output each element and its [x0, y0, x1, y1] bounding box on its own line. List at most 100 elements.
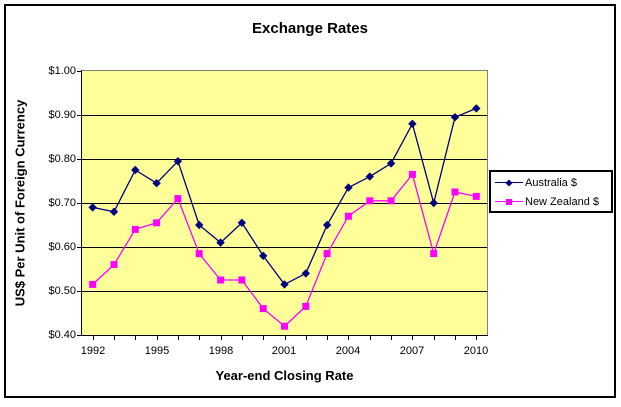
diamond-marker-icon	[429, 198, 438, 208]
diamond-marker-icon	[280, 280, 289, 289]
diamond-marker-icon	[131, 165, 140, 175]
diamond-marker-icon	[152, 179, 161, 188]
y-tick-label: $1.00	[48, 65, 76, 77]
x-axis-tick	[455, 336, 456, 340]
diamond-marker-icon	[386, 159, 396, 168]
y-axis-line	[81, 70, 82, 336]
diamond-marker-icon	[216, 238, 225, 247]
square-marker-icon	[174, 195, 182, 203]
x-axis-tick	[434, 336, 435, 340]
x-axis-tick	[135, 336, 136, 340]
y-axis-tick	[77, 71, 81, 72]
square-marker-icon	[344, 212, 352, 220]
series-line-new-zealand	[92, 172, 477, 328]
x-tick-label: 2001	[271, 345, 297, 357]
square-marker-icon	[451, 188, 459, 196]
square-marker-icon	[131, 225, 139, 233]
x-axis-ticks	[82, 336, 487, 341]
y-axis-tick	[77, 159, 81, 160]
gridline-0.90	[82, 115, 487, 116]
x-axis-tick	[348, 336, 349, 340]
x-tick-label: 2004	[335, 345, 361, 357]
x-axis-tick	[327, 336, 328, 340]
x-axis-tick	[178, 336, 179, 340]
x-axis-tick	[221, 336, 222, 340]
square-marker-icon	[408, 170, 416, 178]
y-tick-label: $0.70	[48, 197, 76, 209]
x-axis-tick	[306, 336, 307, 340]
square-marker-icon	[472, 192, 480, 200]
x-tick-label: 1995	[144, 345, 170, 357]
y-axis-tick	[77, 335, 81, 336]
x-tick-label: 1992	[80, 345, 106, 357]
gridline-0.80	[82, 159, 487, 160]
y-axis-tick	[77, 115, 81, 116]
diamond-marker-icon	[173, 157, 183, 166]
x-axis-tick	[391, 336, 392, 340]
y-axis-tick	[77, 247, 81, 248]
diamond-marker-icon	[237, 218, 247, 227]
x-axis-tick	[263, 336, 264, 340]
x-tick-label: 2007	[399, 345, 425, 357]
y-tick-label: $0.80	[48, 153, 76, 165]
y-tick-label: $0.60	[48, 241, 76, 253]
square-marker-icon	[506, 198, 512, 205]
y-axis-tick	[77, 203, 81, 204]
square-marker-icon	[110, 261, 118, 269]
gridline-0.60	[82, 247, 487, 248]
x-axis-tick	[370, 336, 371, 340]
x-axis-tick	[114, 336, 115, 340]
square-marker-icon	[366, 197, 374, 205]
square-marker-icon	[153, 219, 161, 227]
x-tick-label: 1998	[208, 345, 234, 357]
legend-swatch-new-zealand	[495, 197, 523, 206]
x-axis-tick	[242, 336, 243, 340]
x-axis-tick	[157, 336, 158, 340]
plot-svg	[88, 104, 481, 330]
diamond-marker-icon	[88, 203, 97, 212]
x-tick-label: 2010	[463, 345, 489, 357]
diamond-marker-icon	[472, 104, 481, 113]
square-marker-icon	[259, 305, 267, 313]
diamond-marker-icon	[505, 178, 513, 187]
gridline-0.70	[82, 203, 487, 204]
legend-label: Australia $	[525, 176, 577, 189]
x-axis-tick	[199, 336, 200, 340]
diamond-marker-icon	[109, 207, 119, 216]
diamond-marker-icon	[365, 172, 374, 181]
square-marker-icon	[195, 250, 203, 258]
x-axis-tick	[285, 336, 286, 340]
diamond-marker-icon	[301, 269, 311, 278]
chart-title: Exchange Rates	[252, 20, 368, 37]
legend-label: New Zealand $	[525, 195, 599, 208]
square-marker-icon	[387, 197, 395, 205]
square-marker-icon	[238, 276, 246, 284]
x-axis-title: Year-end Closing Rate	[215, 368, 354, 383]
y-tick-label: $0.90	[48, 109, 76, 121]
x-axis-tick	[412, 336, 413, 340]
x-axis-line	[81, 335, 488, 336]
square-marker-icon	[430, 250, 438, 258]
square-marker-icon	[217, 276, 225, 284]
legend: Australia $ New Zealand $	[489, 170, 613, 213]
y-tick-label: $0.40	[48, 329, 76, 341]
y-tick-label: $0.50	[48, 285, 76, 297]
legend-swatch-australia	[495, 178, 523, 187]
x-axis-tick	[93, 336, 94, 340]
legend-row-australia: Australia $	[491, 173, 611, 192]
diamond-marker-icon	[344, 183, 353, 192]
y-axis-title: US$ Per Unit of Foreign Currency	[12, 99, 28, 307]
diamond-marker-icon	[258, 251, 268, 260]
diamond-marker-icon	[408, 119, 417, 128]
x-axis-tick	[476, 336, 477, 340]
square-marker-icon	[302, 302, 310, 310]
square-marker-icon	[281, 322, 288, 330]
y-axis-tick	[77, 291, 81, 292]
legend-row-new-zealand: New Zealand $	[491, 192, 611, 211]
diamond-marker-icon	[195, 220, 204, 230]
square-marker-icon	[323, 250, 331, 258]
diamond-marker-icon	[450, 113, 460, 122]
gridline-0.50	[82, 291, 487, 292]
square-marker-icon	[89, 280, 97, 288]
